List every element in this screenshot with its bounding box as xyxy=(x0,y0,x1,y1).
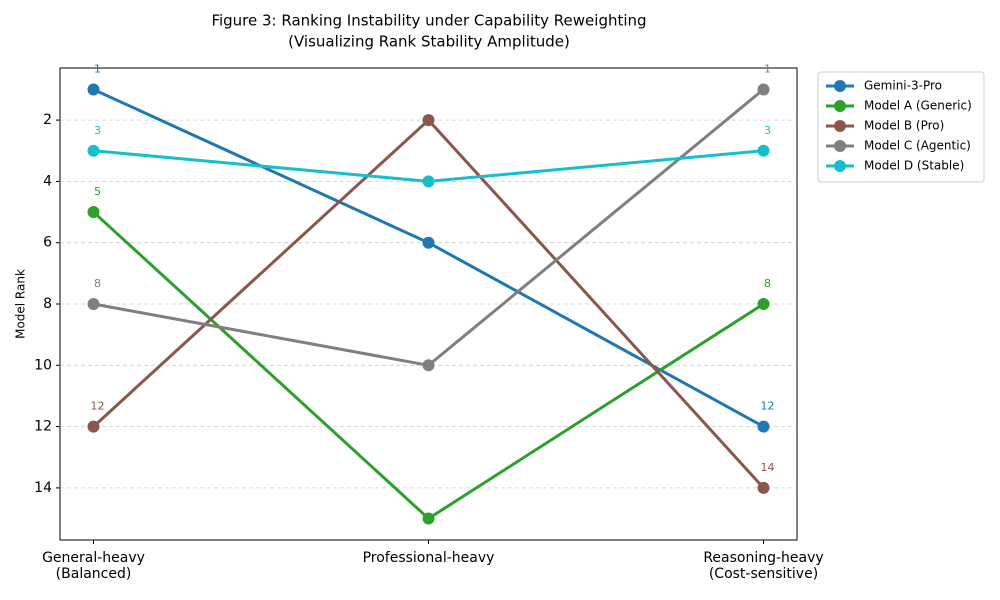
point xyxy=(422,236,435,249)
data-label: 12 xyxy=(91,400,105,413)
y-tick-label: 2 xyxy=(43,112,52,128)
legend: Gemini-3-Pro Model A (Generic) Model B (Pr… xyxy=(817,71,985,183)
series-line xyxy=(93,88,765,367)
y-axis-label: Model Rank xyxy=(14,269,28,339)
y-tick-label: 6 xyxy=(43,235,52,251)
x-tick-label: General-heavy (Balanced) xyxy=(42,550,145,582)
y-tick-label: 10 xyxy=(34,357,52,373)
x-tick-label: Reasoning-heavy (Cost-sensitive) xyxy=(703,550,823,582)
legend-marker xyxy=(834,160,846,172)
point xyxy=(422,359,435,372)
legend-label: Model A (Generic) xyxy=(864,99,972,113)
legend-label: Model D (Stable) xyxy=(864,159,964,173)
y-tick-label: 8 xyxy=(43,296,52,312)
legend-marker xyxy=(834,80,846,92)
y-tick-label: 4 xyxy=(43,173,52,189)
data-label: 3 xyxy=(94,124,101,137)
point xyxy=(422,114,435,127)
x-tick-label: Professional-heavy xyxy=(363,550,495,566)
point xyxy=(87,298,100,310)
data-label: 8 xyxy=(764,277,771,290)
point xyxy=(757,298,770,310)
y-tick-label: 14 xyxy=(34,480,52,496)
point xyxy=(757,481,770,494)
legend-label: Model C (Agentic) xyxy=(864,139,971,153)
legend-marker xyxy=(834,100,846,112)
chart-subtitle: (Visualizing Rank Stability Amplitude) xyxy=(288,33,570,51)
legend-label: Model B (Pro) xyxy=(864,119,944,133)
chart-title: Figure 3: Ranking Instability under Capa… xyxy=(211,12,646,30)
point xyxy=(757,420,770,433)
point xyxy=(422,175,435,188)
legend-marker xyxy=(834,120,846,132)
y-tick-label: 12 xyxy=(34,419,52,435)
data-label: 3 xyxy=(764,124,771,137)
data-label: 8 xyxy=(94,277,101,290)
legend-label: Gemini-3-Pro xyxy=(864,79,942,93)
point xyxy=(757,83,770,96)
data-label: 12 xyxy=(761,400,775,413)
data-label: 5 xyxy=(94,185,101,198)
data-label: 14 xyxy=(761,461,775,474)
legend-marker xyxy=(834,140,846,152)
point xyxy=(422,512,435,525)
point xyxy=(87,206,100,219)
point xyxy=(87,144,100,157)
legend-frame xyxy=(817,71,985,183)
data-label: 1 xyxy=(764,62,771,75)
point xyxy=(87,420,100,433)
point xyxy=(757,144,770,157)
data-label: 1 xyxy=(94,62,101,75)
point xyxy=(87,83,100,96)
